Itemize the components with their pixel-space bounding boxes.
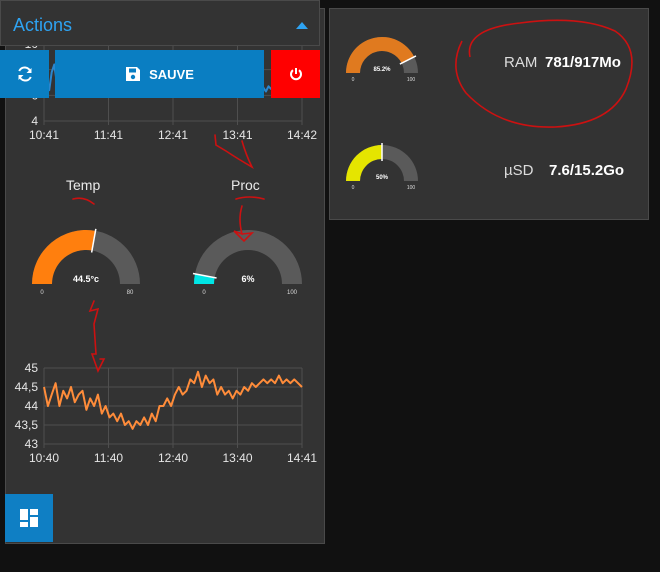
gauge-min-label: 0	[352, 185, 355, 191]
gauge-max-label: 100	[407, 77, 416, 83]
temp-chart-x-tick-label: 10:40	[29, 451, 59, 465]
sd-gauge: 50% 0 100	[346, 143, 418, 191]
dashboard-button[interactable]	[5, 494, 53, 542]
gauge-max-label: 80	[127, 290, 134, 296]
temp-chart-y-tick-label: 44,5	[15, 380, 39, 394]
temp-chart-x-tick-label: 11:40	[94, 451, 123, 465]
gauge-fill	[32, 229, 96, 284]
refresh-button[interactable]	[0, 50, 49, 98]
sd-label: µSD	[504, 162, 534, 179]
temp-gauge: 44.5°c 0 80	[32, 228, 140, 296]
gauge-min-label: 0	[40, 290, 44, 296]
gauge-value: 50%	[376, 175, 389, 181]
proc-chart-y-tick-label: 4	[31, 114, 38, 128]
actions-title: Actions	[13, 15, 73, 35]
gauge-track	[194, 230, 302, 284]
gauge-fill	[346, 145, 382, 181]
gauge-value: 44.5°c	[73, 274, 99, 284]
gauge-min-label: 0	[352, 77, 355, 83]
proc-chart-x-tick-label: 14:42	[287, 128, 317, 142]
gauge-min-label: 0	[202, 290, 206, 296]
proc-chart-x-tick-label: 13:41	[222, 128, 252, 142]
refresh-icon	[17, 66, 32, 82]
ram-value: 781/917Mo	[545, 54, 621, 71]
temp-chart-y-tick-label: 43,5	[15, 418, 39, 432]
ram-annotation-circle	[455, 19, 633, 128]
system-panel: 85.2% 0 100 RAM 781/917Mo 50% 0 100 µSD 7.6/…	[329, 8, 649, 220]
gauge-fill	[346, 36, 415, 73]
temp-chart-x-tick-label: 14:41	[287, 451, 317, 465]
proc-chart-x-tick-label: 11:41	[94, 128, 123, 142]
temp-chart-y-tick-label: 45	[25, 361, 39, 375]
gauge-needle	[399, 55, 417, 65]
gauge-needle	[192, 272, 217, 279]
power-button[interactable]	[271, 50, 320, 98]
proc-gauge-title: Proc	[231, 177, 260, 193]
gauge-max-label: 100	[287, 290, 298, 296]
dashboard-icon	[20, 509, 38, 527]
ram-label: RAM	[504, 54, 538, 71]
temp-chart-y-tick-label: 44	[25, 399, 39, 413]
power-icon	[289, 68, 302, 81]
sd-value: 7.6/15.2Go	[549, 162, 625, 179]
save-button-label: SAUVE	[149, 66, 194, 82]
actions-panel: Actions SAUVE	[0, 0, 320, 100]
gauge-needle	[90, 228, 97, 253]
temp-chart-x-tick-label: 12:40	[158, 451, 188, 465]
save-button[interactable]: SAUVE	[55, 50, 264, 98]
proc-chart-x-tick-label: 12:41	[158, 128, 188, 142]
gauge-fill	[194, 273, 215, 284]
gauge-max-label: 100	[407, 185, 416, 191]
proc-chart-x-tick-label: 10:41	[29, 128, 59, 142]
annotation-marks	[72, 134, 265, 374]
temp-chart-x-tick-label: 13:40	[222, 451, 252, 465]
gauge-value: 6%	[241, 274, 254, 284]
floppy-disk-icon	[126, 67, 141, 81]
temp-chart-series-line	[43, 370, 303, 430]
chevron-up-icon[interactable]	[296, 22, 308, 29]
temp-chart-y-tick-label: 43	[25, 437, 39, 451]
ram-gauge: 85.2% 0 100	[346, 36, 418, 83]
temp-gauge-title: Temp	[66, 177, 101, 193]
proc-gauge: 6% 0 100	[192, 230, 302, 296]
actions-header[interactable]: Actions	[0, 0, 320, 46]
gauge-value: 85.2%	[373, 67, 391, 73]
